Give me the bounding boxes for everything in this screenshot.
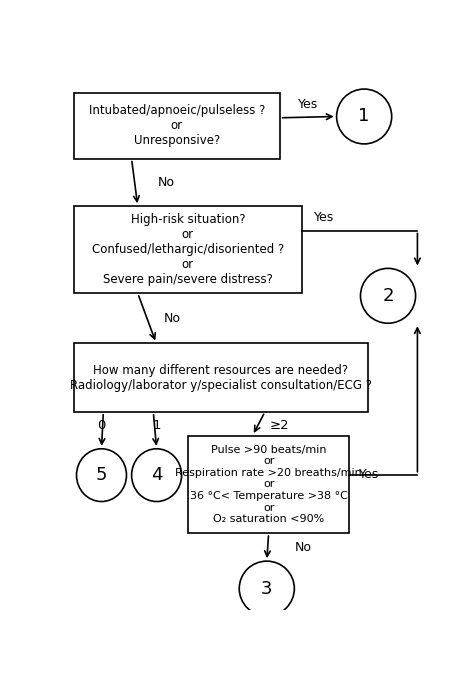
Ellipse shape: [360, 269, 416, 323]
Text: 4: 4: [151, 466, 163, 484]
Text: No: No: [164, 312, 181, 325]
FancyBboxPatch shape: [74, 343, 368, 412]
Text: 1: 1: [152, 419, 161, 432]
Text: Intubated/apnoeic/pulseless ?
or
Unresponsive?: Intubated/apnoeic/pulseless ? or Unrespo…: [89, 104, 265, 147]
Text: 3: 3: [261, 580, 273, 597]
Text: High-risk situation?
or
Confused/lethargic/disoriented ?
or
Severe pain/severe d: High-risk situation? or Confused/letharg…: [91, 213, 284, 286]
Text: ≥2: ≥2: [270, 419, 290, 432]
Text: 0: 0: [97, 419, 106, 432]
Text: No: No: [294, 540, 311, 553]
FancyBboxPatch shape: [188, 436, 349, 533]
Text: 5: 5: [96, 466, 107, 484]
Text: Pulse >90 beats/min
or
Respiration rate >20 breaths/min
or
36 °C< Temperature >3: Pulse >90 beats/min or Respiration rate …: [175, 445, 362, 524]
Text: Yes: Yes: [298, 98, 318, 111]
Ellipse shape: [76, 449, 127, 501]
Ellipse shape: [132, 449, 182, 501]
FancyBboxPatch shape: [74, 92, 280, 159]
Text: Yes: Yes: [314, 211, 334, 224]
Text: 1: 1: [358, 108, 370, 125]
Text: No: No: [157, 176, 174, 189]
Text: 2: 2: [382, 287, 394, 305]
Ellipse shape: [337, 89, 392, 144]
FancyBboxPatch shape: [74, 206, 301, 293]
Text: How many different resources are needed?
Radiology/laborator y/specialist consul: How many different resources are needed?…: [70, 364, 372, 392]
Text: Yes: Yes: [359, 468, 379, 481]
Ellipse shape: [239, 561, 294, 616]
